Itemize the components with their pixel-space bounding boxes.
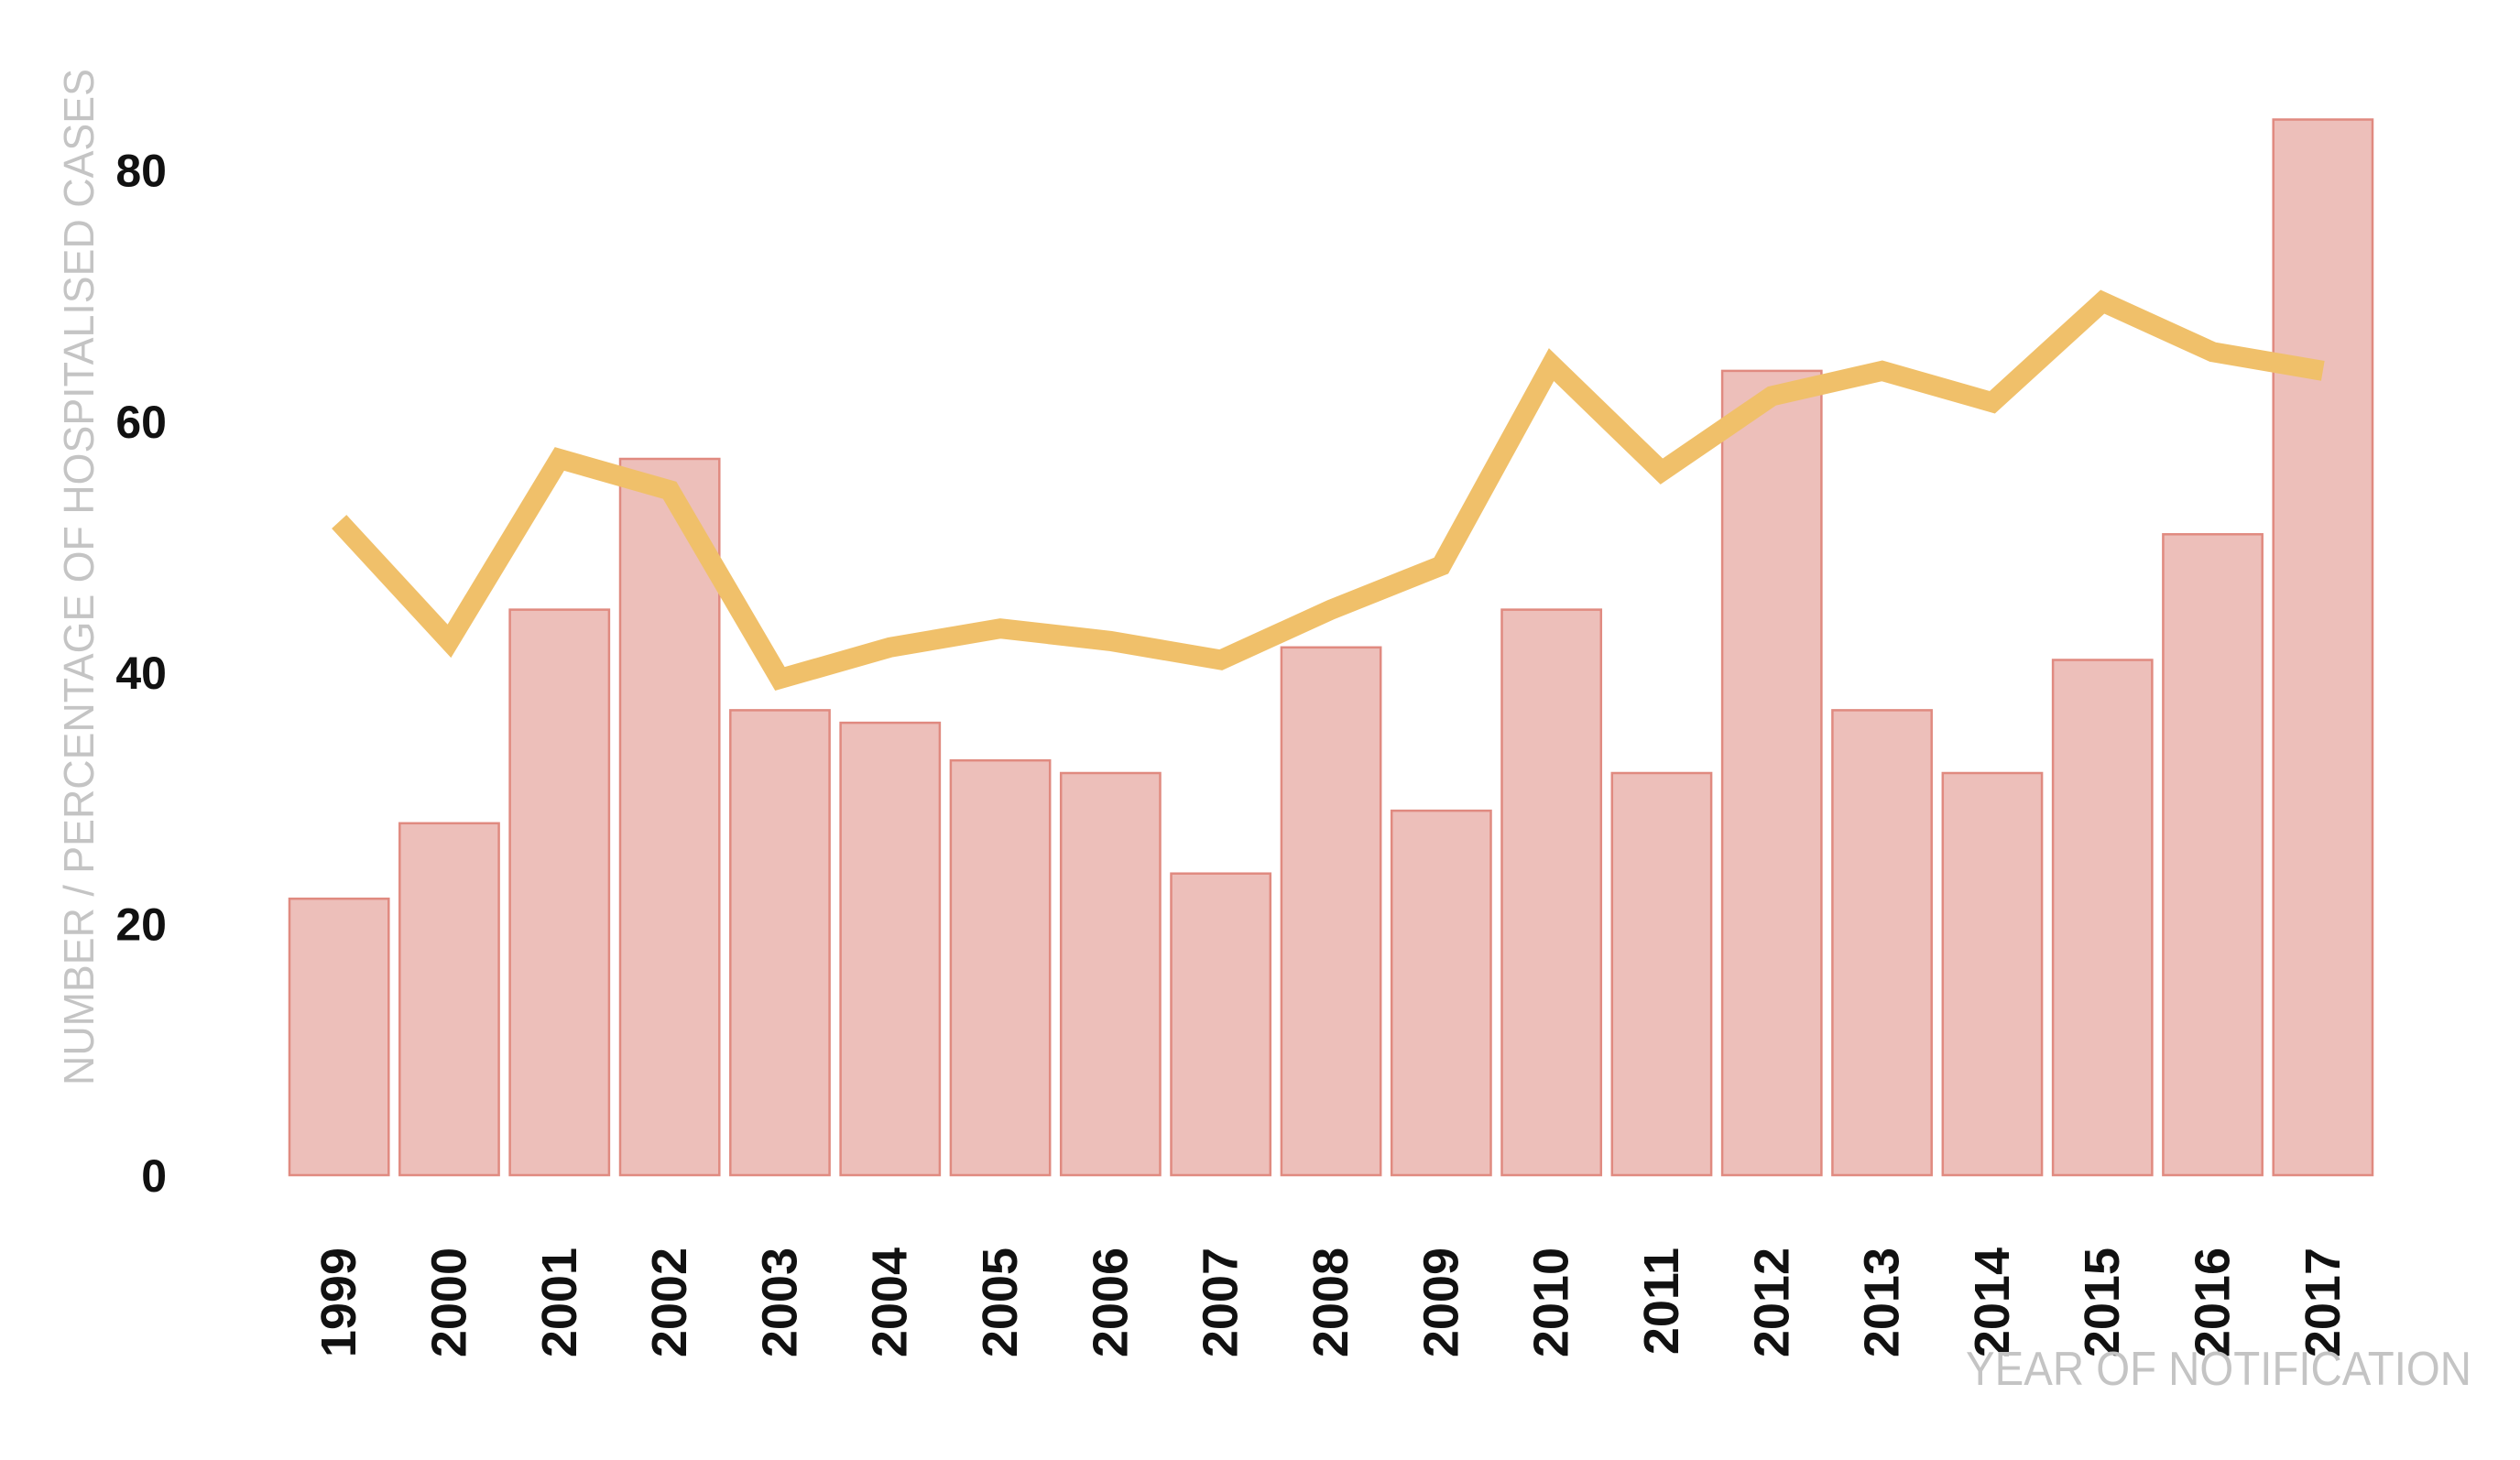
bars-layer: [288, 118, 2374, 1177]
x-tick-label: 2002: [642, 1248, 697, 1357]
bar-2006: [1059, 771, 1162, 1177]
x-tick-label: 2015: [2075, 1248, 2130, 1357]
line-point-1999: [338, 521, 340, 523]
bar-2009: [1390, 809, 1492, 1177]
bar-2013: [1831, 709, 1933, 1177]
x-tick-label: 2007: [1194, 1248, 1249, 1357]
line-point-2011: [1661, 471, 1663, 473]
line-point-2014: [1991, 401, 1993, 403]
bar-2008: [1280, 646, 1382, 1177]
y-tick-labels: 0 20 40 60 80: [115, 145, 167, 1202]
y-tick-label: 0: [141, 1150, 167, 1202]
line-point-2015: [2101, 301, 2103, 303]
bar-2002: [618, 457, 721, 1177]
x-tick-label: 2001: [532, 1248, 587, 1357]
line-point-2004: [889, 647, 891, 648]
x-tick-label: 2004: [863, 1248, 918, 1357]
line-point-2003: [779, 678, 780, 680]
line-series: [332, 289, 2325, 692]
bar-2003: [729, 709, 831, 1177]
line-point-2001: [559, 458, 561, 460]
line-point-2009: [1440, 565, 1442, 567]
line-point-2012: [1771, 395, 1773, 397]
line-point-2006: [1109, 640, 1111, 642]
line-point-2005: [999, 627, 1001, 629]
line-point-2017: [2322, 370, 2324, 372]
line-point-2016: [2212, 351, 2214, 353]
line-point-2002: [669, 489, 671, 491]
bar-2014: [1941, 771, 2044, 1177]
y-tick-label: 20: [115, 899, 167, 951]
x-tick-label: 2014: [1965, 1248, 2020, 1357]
x-tick-label: 2006: [1083, 1248, 1138, 1357]
bar-2004: [839, 721, 942, 1177]
bar-2010: [1500, 608, 1603, 1177]
bar-2015: [2051, 659, 2154, 1177]
bar-2000: [398, 822, 500, 1177]
bar-2011: [1610, 771, 1713, 1177]
y-tick-label: 60: [115, 397, 167, 448]
x-axis-title: YEAR OF NOTIFICATION: [1966, 1343, 2471, 1396]
y-tick-label: 80: [115, 145, 167, 196]
x-tick-label: 2005: [973, 1248, 1028, 1357]
x-tick-labels: 1999 2000 2001 2002 2003 2004 2005 2006 2007 2008…: [311, 1248, 2351, 1357]
x-tick-label: 2012: [1744, 1248, 1799, 1357]
line-point-2010: [1551, 364, 1553, 365]
x-tick-label: 2003: [752, 1248, 807, 1357]
y-axis-title: NUMBER / PERCENTAGE OF HOSPITALISED CASE…: [55, 69, 103, 1085]
x-tick-label: 2017: [2296, 1248, 2351, 1357]
bar-2005: [949, 758, 1052, 1177]
y-tick-label: 40: [115, 648, 167, 699]
x-tick-label: 1999: [311, 1248, 366, 1357]
line-point-2008: [1330, 609, 1332, 611]
line-layer: [332, 289, 2325, 692]
bar-2007: [1170, 872, 1272, 1177]
bar-2001: [508, 608, 611, 1177]
x-tick-label: 2000: [422, 1248, 477, 1357]
bar-2016: [2162, 533, 2264, 1177]
x-tick-label: 2011: [1634, 1248, 1689, 1355]
x-tick-label: 2008: [1304, 1248, 1358, 1357]
x-tick-label: 2009: [1413, 1248, 1468, 1357]
x-tick-label: 2013: [1855, 1248, 1910, 1357]
line-point-2007: [1220, 659, 1222, 661]
bar-2017: [2272, 118, 2374, 1177]
bar-2012: [1720, 369, 1823, 1177]
x-tick-label: 2010: [1524, 1248, 1579, 1357]
line-point-2000: [449, 640, 451, 642]
x-tick-label: 2016: [2186, 1248, 2241, 1357]
bar-1999: [288, 897, 390, 1177]
line-point-2013: [1882, 370, 1883, 372]
